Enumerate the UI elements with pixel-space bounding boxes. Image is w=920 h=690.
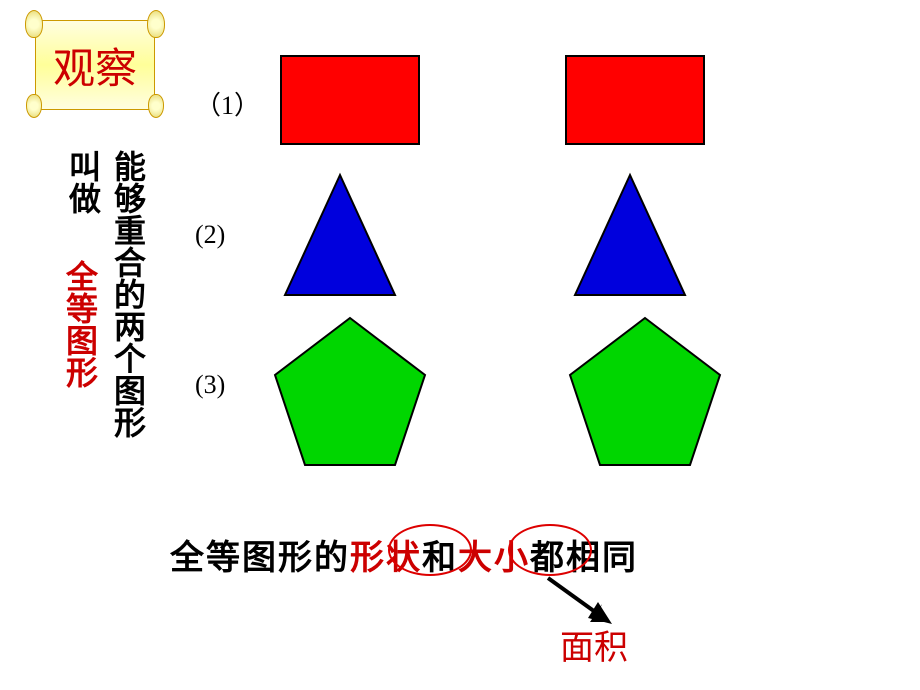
scroll-curl-top-right xyxy=(147,10,165,38)
pentagon-left xyxy=(265,310,435,480)
pentagon-shape xyxy=(275,318,425,465)
triangle-shape xyxy=(575,175,685,295)
label-row-3: (3) xyxy=(195,370,225,400)
ellipse-shape xyxy=(388,524,472,576)
rectangle-right xyxy=(565,55,705,145)
label-row-2: (2) xyxy=(195,220,225,250)
scroll-body: 观察 xyxy=(35,20,155,110)
triangle-right xyxy=(555,170,705,300)
triangle-shape xyxy=(285,175,395,295)
triangle-left xyxy=(265,170,415,300)
rectangle-left xyxy=(280,55,420,145)
vertical-text-congruent: 全等图形 xyxy=(57,260,103,430)
scroll-curl-bottom-right xyxy=(148,94,164,118)
ellipse-size xyxy=(508,524,592,576)
scroll-banner: 观察 xyxy=(20,10,170,120)
area-label: 面积 xyxy=(560,620,628,669)
bottom-part-1: 全等图形的 xyxy=(170,540,350,577)
scroll-curl-top-left xyxy=(25,10,43,38)
pentagon-right xyxy=(560,310,730,480)
vertical-text-called: 叫做 xyxy=(60,150,106,240)
scroll-title: 观察 xyxy=(53,35,137,96)
scroll-curl-bottom-left xyxy=(26,94,42,118)
label-row-1: （1） xyxy=(195,85,260,122)
pentagon-shape xyxy=(570,318,720,465)
vertical-text-main: 能够重合的两个图形 xyxy=(105,150,151,530)
